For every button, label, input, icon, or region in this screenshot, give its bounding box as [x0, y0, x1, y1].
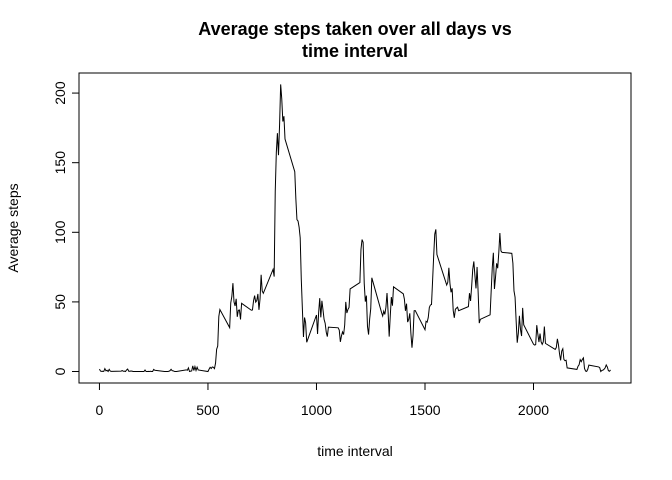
y-tick-label: 100 [52, 220, 68, 244]
y-tick-label: 0 [52, 367, 68, 375]
x-tick-label: 2000 [518, 402, 549, 418]
y-tick-label: 200 [52, 81, 68, 105]
data-line [99, 84, 611, 373]
x-tick-label: 0 [96, 402, 104, 418]
y-axis-label: Average steps [5, 183, 21, 272]
x-tick-label: 1000 [301, 402, 332, 418]
x-tick-label: 500 [196, 402, 220, 418]
plot-box [78, 72, 632, 384]
chart-title: Average steps taken over all days vs tim… [198, 19, 512, 61]
x-axis-label: time interval [317, 443, 392, 459]
y-tick-label: 150 [52, 151, 68, 175]
y-tick-label: 50 [52, 294, 68, 310]
x-tick-label: 1500 [409, 402, 440, 418]
